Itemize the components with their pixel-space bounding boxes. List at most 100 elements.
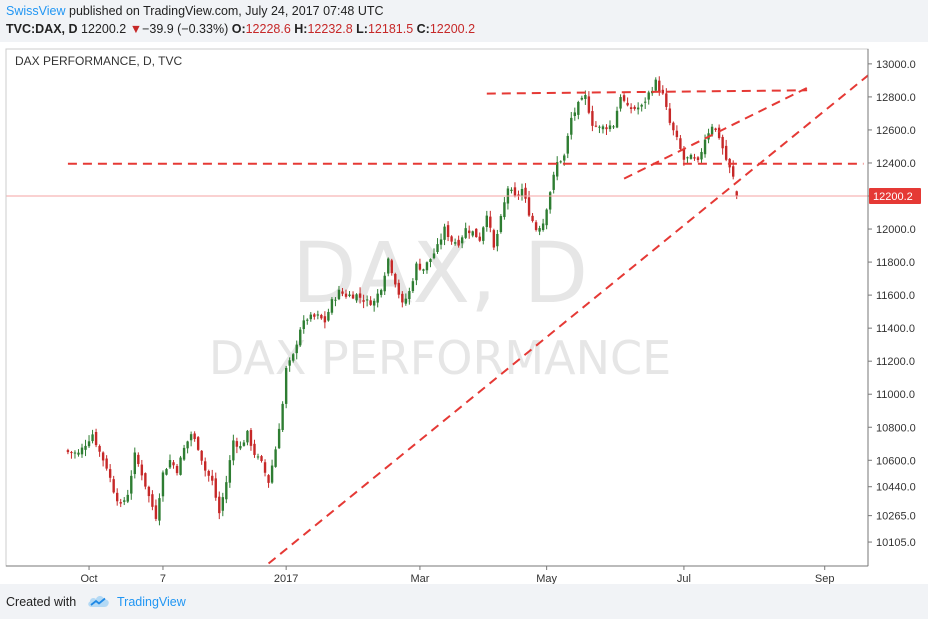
price-chart[interactable]: DAX, D DAX PERFORMANCE 10105.0 10265.0 104… (0, 42, 928, 584)
candle-body (80, 447, 84, 455)
candle-body (172, 462, 175, 466)
x-tick-label: Mar (410, 573, 429, 584)
candle-body (292, 354, 295, 361)
candle-body (221, 497, 224, 511)
candle-body (524, 187, 527, 199)
y-tick-label: 10265.0 (876, 511, 916, 523)
candle-body (299, 329, 302, 346)
candle-body (534, 222, 538, 230)
candle-body (548, 192, 552, 210)
candle-body (253, 443, 256, 455)
candle-body (668, 108, 672, 123)
x-axis[interactable]: Oct 7 2017 Mar May Jul Sep (80, 566, 835, 584)
y-axis[interactable]: 10105.0 10265.0 10440.0 10600.0 10800.0 11000… (868, 59, 916, 549)
last-price-label-bg (869, 187, 921, 204)
candle-body (101, 452, 105, 461)
close-label: C: (416, 22, 430, 36)
y-tick-label: 10440.0 (876, 482, 916, 494)
x-tick-label: 2017 (274, 573, 298, 584)
candle-body (598, 126, 601, 128)
candle-body (556, 162, 559, 177)
candle-body (425, 262, 429, 271)
candle-body (232, 440, 235, 461)
candle-body (348, 294, 351, 297)
candle-body (70, 452, 73, 454)
candle-body (492, 230, 496, 248)
y-tick-label: 12800.0 (876, 92, 916, 104)
x-tick-label: Sep (815, 573, 835, 584)
tradingview-link[interactable]: TradingView (117, 595, 186, 609)
y-tick-label: 11200.0 (876, 356, 915, 368)
tradingview-cloud-icon[interactable] (86, 592, 112, 610)
candle-body (422, 269, 425, 271)
candle-body (629, 107, 633, 109)
candle-body (327, 311, 330, 321)
candle-body (735, 191, 738, 196)
candle-body (270, 465, 274, 483)
candle-body (517, 194, 520, 196)
candle-body (284, 367, 288, 404)
y-tick-label: 11600.0 (876, 290, 915, 302)
change-down-icon: ▼ (129, 22, 143, 36)
candle-body (225, 482, 228, 500)
candle-body (256, 456, 260, 458)
publish-line: SwissView published on TradingView.com, … (6, 4, 384, 18)
candle-body (499, 216, 503, 233)
candle-body (369, 300, 372, 305)
candle-body (531, 215, 534, 221)
change-value: −39.9 (−0.33%) (142, 22, 229, 36)
candle-body (277, 428, 281, 449)
candle-body (411, 281, 415, 292)
candle-body (161, 472, 165, 497)
candle-body (580, 97, 584, 100)
candle-body (119, 502, 122, 504)
watermark-symbol: DAX, D (292, 224, 588, 322)
candle-body (471, 231, 474, 236)
candle-body (612, 126, 615, 128)
candle-body (204, 461, 207, 471)
candle-body (446, 225, 450, 238)
candles-layer (66, 76, 738, 526)
candle-body (158, 498, 161, 521)
candle-body (654, 79, 657, 91)
candle-body (147, 486, 151, 497)
header-bar: SwissView published on TradingView.com, … (0, 0, 928, 42)
candle-body (538, 228, 541, 232)
candle-body (274, 449, 277, 467)
candle-body (545, 209, 548, 226)
candle-body (404, 298, 408, 304)
x-tick-label: Oct (80, 573, 97, 584)
candle-body (387, 258, 390, 274)
candle-body (189, 434, 193, 441)
y-tick-label: 13000.0 (876, 59, 916, 71)
candle-body (721, 136, 724, 149)
candle-body (460, 237, 464, 244)
candle-body (633, 106, 636, 109)
candle-body (84, 445, 87, 450)
x-tick-label: May (536, 573, 557, 584)
x-tick-label: Jul (677, 573, 691, 584)
candle-body (401, 293, 404, 303)
candle-body (249, 430, 253, 446)
trend-line[interactable] (267, 74, 869, 565)
candle-body (619, 97, 622, 109)
candle-body (724, 145, 728, 160)
candle-body (577, 101, 580, 115)
open-label: O: (231, 22, 246, 36)
trend-line[interactable] (623, 86, 808, 180)
candle-body (478, 236, 481, 241)
candle-body (281, 403, 284, 430)
footer-bar: Created with TradingView (0, 584, 928, 619)
candle-body (457, 239, 460, 246)
candle-body (372, 300, 376, 306)
trendlines-layer[interactable] (67, 74, 869, 565)
candle-body (316, 314, 320, 316)
trend-line[interactable] (486, 89, 808, 95)
candle-body (541, 223, 545, 231)
candle-body (644, 101, 647, 103)
y-tick-label: 12400.0 (876, 158, 916, 170)
candle-body (242, 442, 246, 446)
candle-body (260, 456, 263, 461)
candle-body (175, 465, 179, 474)
author-link[interactable]: SwissView (6, 4, 66, 18)
